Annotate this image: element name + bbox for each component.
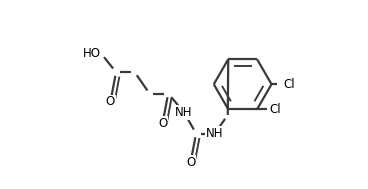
Text: NH: NH <box>175 106 193 119</box>
Text: O: O <box>158 117 167 130</box>
Text: O: O <box>186 156 195 169</box>
Text: NH: NH <box>206 127 223 140</box>
Text: Cl: Cl <box>269 103 281 116</box>
Text: HO: HO <box>83 47 101 60</box>
Text: O: O <box>106 95 115 108</box>
Text: Cl: Cl <box>284 78 295 91</box>
